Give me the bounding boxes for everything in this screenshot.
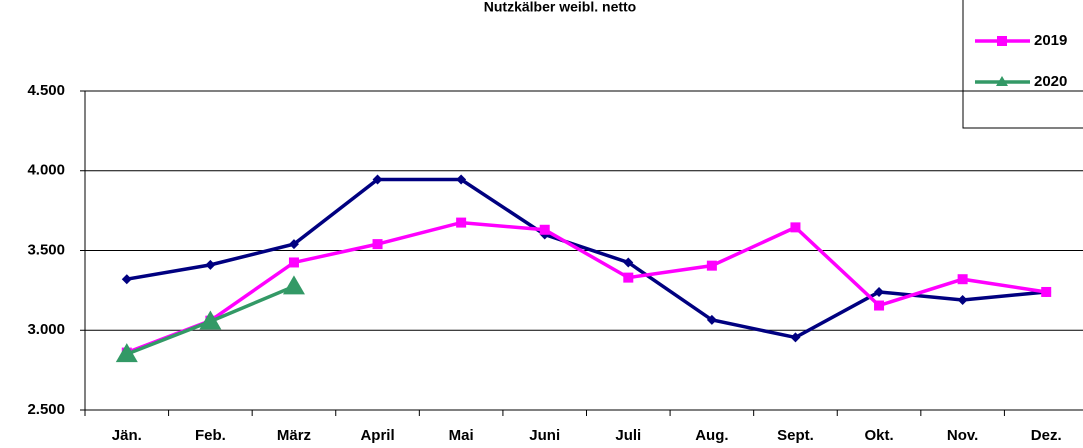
marker bbox=[957, 274, 968, 285]
marker bbox=[456, 174, 467, 185]
marker bbox=[372, 174, 383, 185]
marker bbox=[288, 239, 299, 250]
marker bbox=[874, 300, 885, 311]
marker bbox=[874, 286, 885, 297]
legend-marker bbox=[997, 36, 1007, 46]
y-tick-label: 3.500 bbox=[27, 241, 65, 258]
chart-title: Nutzkälber weibl. netto bbox=[484, 0, 636, 15]
x-tick-label: Aug. bbox=[695, 427, 728, 444]
marker bbox=[121, 274, 132, 285]
x-tick-label: Mai bbox=[449, 427, 474, 444]
x-tick-label: April bbox=[360, 427, 394, 444]
marker bbox=[706, 314, 717, 325]
marker bbox=[790, 332, 801, 343]
marker bbox=[115, 343, 138, 363]
x-tick-label: März bbox=[277, 427, 311, 444]
x-tick-label: Juni bbox=[529, 427, 560, 444]
marker bbox=[288, 257, 299, 268]
y-tick-label: 3.000 bbox=[27, 321, 65, 338]
legend-box bbox=[962, 0, 1083, 129]
line bbox=[126, 177, 1047, 340]
x-tick-label: Feb. bbox=[195, 427, 226, 444]
legend-marker bbox=[996, 76, 1008, 86]
marker bbox=[706, 260, 717, 271]
x-tick-label: Okt. bbox=[864, 427, 893, 444]
legend-label: 2020 bbox=[1034, 73, 1067, 90]
x-tick-label: Dez. bbox=[1031, 427, 1062, 444]
y-tick-label: 4.000 bbox=[27, 162, 65, 179]
legend-label: 2019 bbox=[1034, 32, 1067, 49]
x-tick-label: Sept. bbox=[777, 427, 814, 444]
line bbox=[126, 220, 1047, 355]
marker bbox=[957, 294, 968, 305]
x-tick-label: Nov. bbox=[947, 427, 978, 444]
marker bbox=[623, 257, 634, 268]
y-tick-label: 4.500 bbox=[27, 82, 65, 99]
marker bbox=[623, 272, 634, 283]
marker bbox=[790, 222, 801, 233]
marker bbox=[372, 239, 383, 250]
marker bbox=[539, 224, 550, 235]
x-tick-label: Jän. bbox=[112, 427, 142, 444]
y-tick-label: 2.500 bbox=[27, 401, 65, 418]
x-tick-label: Juli bbox=[615, 427, 641, 444]
marker bbox=[456, 217, 467, 228]
marker bbox=[282, 275, 305, 295]
marker bbox=[1041, 286, 1052, 297]
marker bbox=[199, 310, 222, 330]
marker bbox=[205, 259, 216, 270]
